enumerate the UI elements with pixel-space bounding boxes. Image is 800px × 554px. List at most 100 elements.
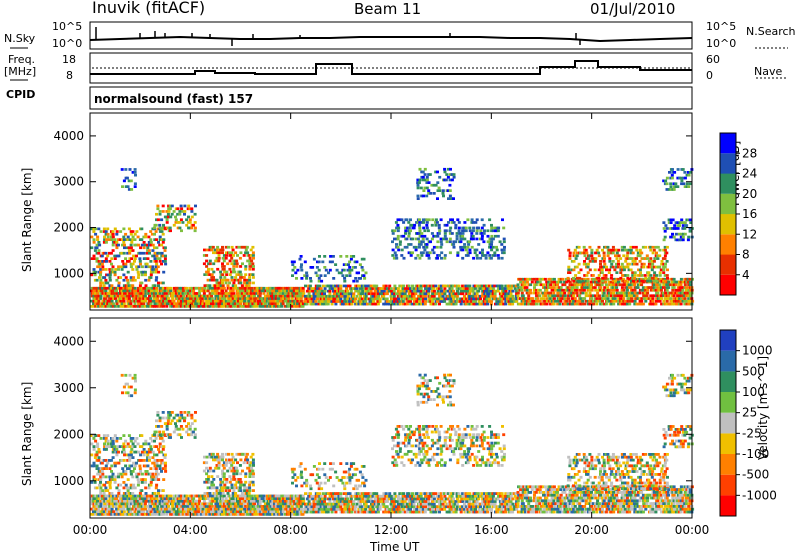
echo-cell: [221, 497, 224, 500]
echo-cell: [405, 237, 409, 241]
echo-cell: [588, 283, 592, 287]
echo-cell: [584, 291, 588, 295]
echo-cell: [222, 278, 226, 282]
echo-cell: [348, 271, 352, 275]
echo-cell: [685, 286, 688, 289]
echo-cell: [232, 494, 236, 498]
echo-cell: [136, 499, 140, 503]
echo-cell: [430, 223, 434, 227]
echo-cell: [525, 277, 529, 281]
echo-cell: [228, 289, 232, 293]
echo-cell: [662, 265, 666, 269]
echo-cell: [425, 245, 429, 249]
echo-cell: [108, 499, 112, 503]
echo-cell: [581, 279, 585, 283]
echo-cell: [164, 494, 168, 498]
echo-cell: [484, 300, 488, 303]
echo-cell: [397, 248, 401, 252]
echo-cell: [378, 289, 382, 293]
echo-cell: [579, 283, 583, 287]
echo-cell: [282, 507, 286, 511]
echo-cell: [479, 297, 482, 301]
echo-cell: [619, 276, 623, 280]
echo-cell: [194, 499, 198, 503]
echo-cell: [188, 505, 192, 508]
echo-cell: [568, 271, 572, 274]
echo-cell: [181, 292, 185, 295]
echo-cell: [165, 221, 169, 224]
echo-cell: [597, 274, 601, 277]
echo-cell: [185, 305, 189, 308]
echo-cell: [151, 512, 155, 516]
echo-cell: [268, 289, 272, 293]
echo-cell: [275, 497, 278, 500]
echo-cell: [448, 194, 452, 198]
echo-cell: [129, 243, 133, 247]
echo-cell: [454, 302, 458, 306]
echo-cell: [650, 268, 654, 272]
echo-cell: [215, 299, 219, 303]
echo-cell: [400, 234, 404, 238]
echo-cell: [448, 232, 452, 235]
echo-cell: [126, 499, 130, 503]
echo-cell: [92, 475, 96, 479]
echo-cell: [583, 274, 587, 277]
echo-cell: [95, 505, 99, 508]
echo-cell: [507, 302, 511, 306]
echo-cell: [192, 299, 196, 303]
echo-cell: [354, 277, 358, 280]
echo-cell: [287, 499, 291, 503]
echo-cell: [455, 232, 459, 235]
echo-cell: [586, 277, 590, 281]
echo-cell: [531, 299, 535, 303]
echo-cell: [575, 276, 579, 280]
echo-cell: [110, 302, 114, 306]
echo-cell: [295, 277, 298, 280]
echo-cell: [631, 294, 635, 298]
echo-cell: [258, 512, 262, 516]
echo-cell: [314, 271, 318, 275]
echo-cell: [248, 262, 252, 266]
echo-cell: [151, 284, 155, 287]
echo-cell: [185, 494, 189, 498]
echo-cell: [229, 286, 233, 290]
echo-cell: [138, 494, 142, 498]
echo-cell: [221, 510, 225, 514]
echo-cell: [162, 223, 165, 227]
echo-cell: [620, 268, 624, 272]
echo-cell: [213, 248, 217, 252]
echo-cell: [429, 192, 433, 195]
echo-cell: [622, 254, 626, 258]
echo-cell: [388, 287, 392, 290]
echo-cell: [417, 181, 421, 184]
echo-cell: [437, 284, 441, 288]
echo-cell: [119, 510, 123, 514]
echo-cell: [472, 297, 475, 301]
echo-cell: [106, 294, 110, 298]
echo-cell: [138, 507, 142, 511]
echo-cell: [662, 268, 666, 272]
echo-cell: [97, 472, 101, 476]
echo-cell: [350, 268, 354, 272]
echo-cell: [397, 226, 401, 230]
echo-cell: [131, 299, 135, 303]
echo-cell: [170, 512, 174, 516]
echo-cell: [341, 274, 345, 277]
echo-cell: [127, 299, 131, 303]
echo-cell: [175, 499, 178, 503]
echo-cell: [663, 182, 667, 186]
echo-cell: [431, 248, 435, 252]
echo-cell: [682, 176, 686, 180]
echo-cell: [613, 299, 617, 303]
echo-cell: [320, 279, 324, 283]
echo-cell: [99, 492, 103, 495]
echo-cell: [461, 292, 465, 296]
echo-cell: [339, 271, 343, 275]
echo-cell: [418, 256, 422, 260]
echo-cell: [244, 292, 248, 295]
echo-cell: [317, 277, 321, 280]
echo-cell: [480, 232, 484, 235]
echo-cell: [558, 302, 562, 306]
echo-cell: [155, 507, 159, 511]
echo-cell: [135, 497, 139, 500]
